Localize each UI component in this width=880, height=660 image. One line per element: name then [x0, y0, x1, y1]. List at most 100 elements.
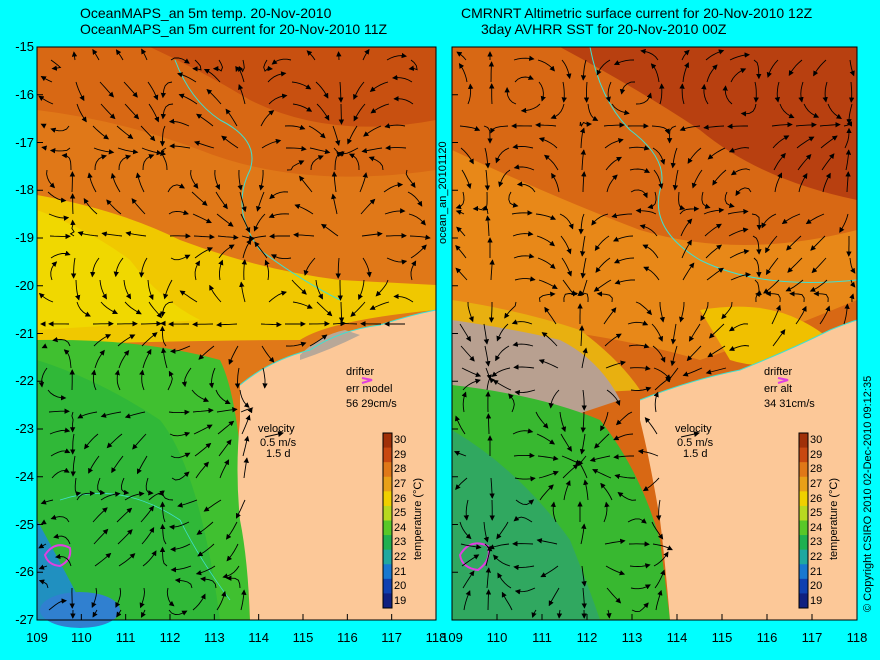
current-arrow [163, 279, 173, 300]
current-arrow [594, 235, 610, 252]
current-arrow [712, 169, 727, 186]
current-arrow [260, 110, 275, 127]
current-arrow [629, 365, 651, 371]
current-arrow [751, 213, 762, 231]
current-arrow [123, 81, 138, 98]
current-arrow [652, 147, 666, 165]
current-arrow [147, 279, 154, 301]
current-arrow [753, 59, 762, 80]
current-arrow [361, 231, 383, 237]
current-arrow [805, 213, 825, 225]
current-arrow [612, 235, 634, 242]
left-map-panel [37, 47, 437, 628]
current-arrow [819, 122, 841, 128]
current-arrow [118, 553, 136, 567]
current-arrow [410, 260, 417, 281]
current-arrow [508, 191, 519, 208]
left-colorbar-title: temperature (°C) [412, 477, 424, 560]
current-arrow [267, 71, 287, 83]
current-arrow [642, 477, 660, 492]
current-arrow [160, 103, 174, 120]
current-arrow [774, 172, 783, 193]
current-arrow [537, 455, 559, 461]
current-arrow [652, 345, 666, 363]
current-arrow [197, 543, 215, 557]
right-velocity-label: velocity [675, 423, 712, 435]
current-arrow [652, 543, 673, 551]
current-arrow [642, 244, 659, 259]
current-arrow [809, 279, 828, 292]
current-arrow [577, 290, 589, 303]
current-arrow [235, 66, 245, 83]
current-arrow [195, 461, 210, 479]
current-arrow [145, 477, 154, 496]
current-arrow [613, 433, 634, 441]
current-arrow [548, 389, 560, 409]
current-arrow [160, 301, 174, 317]
current-arrow [843, 121, 852, 127]
current-arrow [177, 72, 197, 83]
current-arrow [682, 367, 703, 377]
current-arrow [455, 209, 465, 215]
current-arrow [628, 145, 650, 151]
colorbar-tick-label: 23 [394, 536, 407, 549]
current-arrow [168, 409, 190, 416]
colorbar-tick-label: 27 [394, 478, 407, 491]
current-arrow [239, 281, 246, 303]
left-x-tick-label: 117 [381, 630, 403, 645]
right-velocity-scale: 0.5 m/s [677, 437, 714, 449]
current-arrow [170, 452, 191, 459]
current-arrow [456, 226, 466, 237]
current-arrow [630, 584, 651, 590]
current-arrow [635, 301, 653, 316]
current-arrow [512, 143, 534, 150]
current-arrow [514, 587, 536, 595]
current-arrow [787, 257, 803, 273]
current-arrow [362, 48, 370, 61]
current-arrow [159, 501, 166, 523]
current-arrow [115, 587, 122, 608]
current-arrow [40, 499, 54, 505]
current-arrow [237, 169, 243, 191]
current-arrow [48, 213, 70, 221]
current-arrow [50, 514, 70, 523]
current-arrow [87, 172, 97, 193]
current-arrow [514, 476, 536, 482]
current-arrow [101, 231, 123, 237]
current-arrow [293, 232, 315, 238]
current-arrow [240, 407, 254, 414]
current-arrow [117, 529, 133, 545]
current-arrow [611, 103, 630, 116]
current-arrow [286, 145, 307, 152]
current-arrow [501, 591, 513, 611]
current-arrow [190, 169, 199, 189]
current-arrow [52, 336, 71, 347]
current-arrow [50, 250, 71, 259]
current-arrow [535, 122, 557, 128]
current-arrow [254, 241, 268, 259]
current-arrow [386, 52, 407, 61]
colorbar-swatch [799, 447, 808, 463]
current-arrow [160, 320, 166, 327]
current-arrow [540, 565, 559, 578]
colorbar-swatch [383, 476, 392, 492]
current-arrow [728, 147, 750, 153]
current-arrow [603, 122, 625, 128]
y-axis-tick-label: -27 [15, 612, 34, 627]
current-arrow [495, 345, 510, 362]
current-arrow [514, 276, 536, 282]
current-arrow [353, 81, 365, 100]
current-arrow [256, 191, 265, 212]
current-arrow [485, 545, 493, 567]
right-colorbar [798, 432, 809, 609]
current-arrow [821, 153, 835, 171]
current-arrow [299, 175, 313, 193]
current-arrow [488, 543, 510, 550]
current-arrow [797, 154, 812, 171]
current-arrow [38, 543, 47, 549]
current-arrow [771, 304, 781, 325]
current-arrow [548, 587, 560, 607]
current-arrow [332, 125, 341, 146]
current-arrow [705, 367, 727, 375]
current-arrow [408, 213, 426, 226]
